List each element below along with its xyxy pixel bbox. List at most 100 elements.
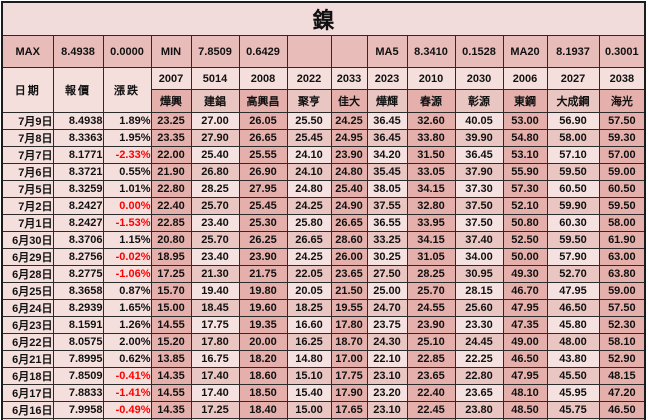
table-row: 6月18日 7.8509 -0.41% 14.35 17.40 18.60 15.10 17.… — [1, 367, 646, 385]
stock-price-cell: 26.05 — [238, 112, 288, 130]
stock-price-cell: 18.70 — [330, 333, 368, 351]
stock-price-cell: 55.90 — [502, 163, 548, 181]
price-cell: 8.2939 — [52, 299, 104, 317]
stock-price-cell: 57.90 — [546, 248, 600, 266]
summary-value: 0.0000 — [102, 35, 152, 68]
date-cell: 6月17日 — [1, 384, 54, 402]
stock-code-2008: 2008 — [238, 67, 288, 90]
stock-price-cell: 21.90 — [150, 163, 192, 181]
stock-price-cell: 25.30 — [238, 214, 288, 232]
stock-price-cell: 23.10 — [366, 367, 408, 385]
stock-price-cell: 53.10 — [502, 146, 548, 164]
stock-price-cell: 20.05 — [286, 282, 332, 300]
stock-name-2022: 聚亨 — [286, 89, 332, 113]
table-row: 7月5日 8.3259 1.01% 22.80 28.25 27.95 24.80 25.40… — [1, 180, 646, 198]
stock-price-cell: 36.45 — [366, 129, 408, 147]
stock-price-cell: 37.30 — [454, 180, 504, 198]
stock-price-cell: 23.65 — [330, 265, 368, 283]
stock-price-cell: 39.90 — [454, 129, 504, 147]
stock-price-cell: 23.10 — [366, 401, 408, 419]
stock-price-cell: 46.50 — [546, 299, 600, 317]
stock-price-cell: 19.80 — [238, 282, 288, 300]
stock-price-cell: 17.90 — [330, 384, 368, 402]
stock-price-cell: 26.00 — [330, 248, 368, 266]
stock-price-cell: 60.30 — [546, 214, 600, 232]
change-cell: 1.26% — [102, 316, 152, 334]
stock-price-cell: 21.50 — [330, 282, 368, 300]
stock-price-cell: 59.90 — [546, 197, 600, 215]
stock-price-cell: 17.75 — [190, 316, 240, 334]
stock-price-cell: 58.10 — [598, 333, 646, 351]
stock-price-cell: 63.00 — [598, 248, 646, 266]
stock-price-cell: 24.95 — [330, 129, 368, 147]
stock-price-cell: 31.50 — [406, 146, 456, 164]
stock-code-2023: 2023 — [366, 67, 408, 90]
stock-price-cell: 25.70 — [190, 231, 240, 249]
stock-price-cell: 17.25 — [190, 401, 240, 419]
stock-price-cell: 14.55 — [150, 316, 192, 334]
stock-price-cell: 19.35 — [238, 316, 288, 334]
stock-code-5014: 5014 — [190, 67, 240, 90]
stock-price-cell: 47.95 — [502, 299, 548, 317]
stock-price-cell: 26.80 — [190, 163, 240, 181]
table-row: 6月29日 8.2756 -0.02% 18.95 23.40 23.90 24.25 26.… — [1, 248, 646, 266]
stock-code-2038: 2038 — [598, 67, 646, 90]
price-column-header: 報價 — [52, 67, 104, 113]
date-cell: 6月23日 — [1, 316, 54, 334]
stock-price-cell: 22.40 — [406, 384, 456, 402]
stock-price-cell: 57.50 — [598, 112, 646, 130]
stock-name-2030: 彰源 — [454, 89, 504, 113]
summary-value: 7.8509 — [190, 35, 240, 68]
change-cell: -0.02% — [102, 248, 152, 266]
stock-price-cell: 63.80 — [598, 265, 646, 283]
stock-price-cell: 37.50 — [454, 214, 504, 232]
stock-price-cell: 24.80 — [286, 180, 332, 198]
stock-code-2033: 2033 — [330, 67, 368, 90]
stock-price-cell: 23.65 — [454, 384, 504, 402]
stock-price-cell: 23.90 — [406, 316, 456, 334]
stock-name-2008: 高興昌 — [238, 89, 288, 113]
stock-price-cell: 52.50 — [502, 231, 548, 249]
stock-price-cell: 14.35 — [150, 367, 192, 385]
table-row: 6月30日 8.3706 1.15% 20.80 25.70 26.25 26.65 28.6… — [1, 231, 646, 249]
stock-price-cell: 47.10 — [598, 418, 646, 420]
date-cell: 7月6日 — [1, 163, 54, 181]
stock-price-cell: 25.45 — [238, 197, 288, 215]
stock-price-cell: 36.45 — [366, 112, 408, 130]
date-column-header: 日期 — [1, 67, 54, 113]
summary-value: 0.6429 — [238, 35, 288, 68]
stock-price-cell: 57.10 — [546, 146, 600, 164]
stock-price-cell: 14.35 — [150, 401, 192, 419]
summary-label: MA5 — [366, 35, 408, 68]
stock-price-cell: 49.00 — [502, 333, 548, 351]
price-cell: 8.1591 — [52, 316, 104, 334]
stock-price-cell: 59.30 — [598, 129, 646, 147]
stock-name-2023: 燁輝 — [366, 89, 408, 113]
stock-price-cell: 26.90 — [238, 163, 288, 181]
stock-price-cell: 18.20 — [238, 350, 288, 368]
stock-price-cell: 37.55 — [366, 197, 408, 215]
date-cell: 6月16日 — [1, 401, 54, 419]
stock-price-cell: 22.45 — [406, 401, 456, 419]
change-cell: 0.55% — [102, 163, 152, 181]
stock-price-cell: 24.45 — [454, 333, 504, 351]
stock-price-cell: 17.80 — [190, 333, 240, 351]
table-row: 6月16日 7.9958 -0.49% 14.35 17.25 18.40 15.00 17.… — [1, 401, 646, 419]
stock-price-cell: 58.00 — [598, 214, 646, 232]
summary-value: 8.1937 — [546, 35, 600, 68]
price-cell: 7.8509 — [52, 367, 104, 385]
stock-price-cell: 17.40 — [190, 367, 240, 385]
stock-price-cell: 52.10 — [502, 197, 548, 215]
table-row: 6月28日 8.2775 -1.06% 17.25 21.30 21.75 22.05 23.… — [1, 265, 646, 283]
stock-price-cell: 47.20 — [598, 384, 646, 402]
change-column-header: 漲跌 — [102, 67, 152, 113]
table-row: 7月1日 8.2427 -1.53% 22.85 23.40 25.30 25.80 26.6… — [1, 214, 646, 232]
date-cell: 6月30日 — [1, 231, 54, 249]
date-cell: 7月7日 — [1, 146, 54, 164]
stock-price-cell: 16.25 — [286, 333, 332, 351]
stock-price-cell: 24.30 — [366, 333, 408, 351]
stock-price-cell: 13.85 — [150, 350, 192, 368]
stock-price-cell: 30.95 — [454, 265, 504, 283]
summary-value: 0.1528 — [454, 35, 504, 68]
price-cell: 7.8995 — [52, 350, 104, 368]
